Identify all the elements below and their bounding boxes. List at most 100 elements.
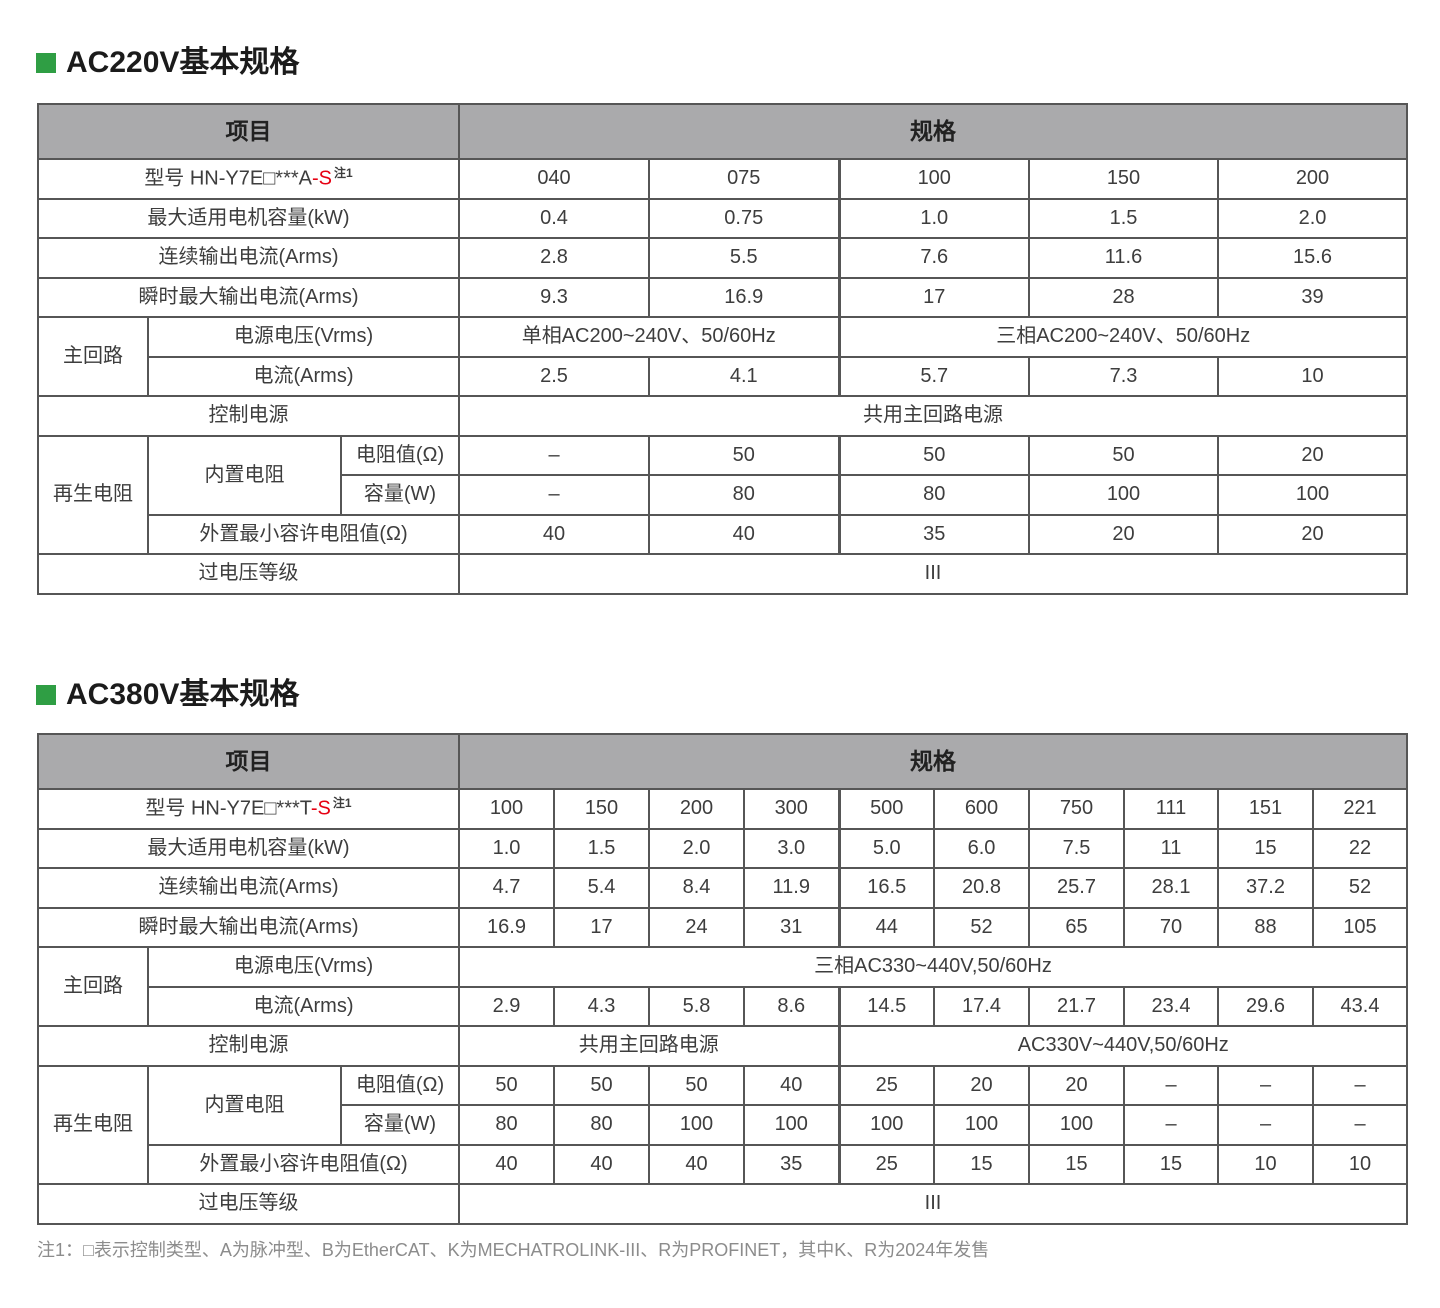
value-cell: 16.9	[458, 906, 555, 948]
value-cell: 40	[553, 1143, 650, 1185]
value-cell: 35	[837, 513, 1030, 555]
table-row: 电流(Arms) 2.5 4.1 5.7 7.3 10	[38, 355, 1408, 397]
table-row: 连续输出电流(Arms) 2.8 5.5 7.6 11.6 15.6	[37, 237, 1408, 279]
table-row: 瞬时最大输出电流(Arms) 16.9 17 24 31 44 52 65 70 88 105	[37, 906, 1408, 948]
value-cell: 750	[1028, 788, 1125, 830]
value-cell: 11.9	[743, 867, 840, 909]
table-row: 最大适用电机容量(kW) 1.0 1.5 2.0 3.0 5.0 6.0 7.5 11 15 22	[37, 827, 1408, 869]
value-cell: 65	[1028, 906, 1125, 948]
value-cell: 5.7	[837, 355, 1030, 397]
value-cell: 21.7	[1028, 985, 1125, 1027]
value-cell: 5.0	[837, 827, 935, 869]
row-label-cell: 电源电压(Vrms)	[147, 316, 460, 358]
column-header-item: 项目	[37, 103, 460, 160]
value-cell: 17.4	[933, 985, 1030, 1027]
value-cell: 17	[553, 906, 650, 948]
value-cell: 50	[458, 1064, 555, 1106]
row-label-cell: 过电压等级	[37, 1183, 460, 1225]
table-row: 控制电源 共用主回路电源	[37, 395, 1408, 437]
value-cell: 共用主回路电源	[458, 1025, 840, 1067]
row-label-cell: 瞬时最大输出电流(Arms)	[37, 276, 460, 318]
value-cell: 10	[1217, 1143, 1314, 1185]
value-cell: 20	[933, 1064, 1030, 1106]
row-label-cell: 电流(Arms)	[147, 355, 460, 397]
row-label-cell: 瞬时最大输出电流(Arms)	[37, 906, 460, 948]
value-cell: 0.75	[648, 197, 840, 239]
value-cell: 100	[1028, 474, 1219, 516]
section-title-text: AC220V基本规格	[66, 46, 300, 79]
value-cell: 4.3	[553, 985, 650, 1027]
value-cell: 2.9	[458, 985, 555, 1027]
value-cell: 50	[648, 1064, 745, 1106]
value-cell: 7.6	[837, 237, 1030, 279]
value-cell: 5.4	[553, 867, 650, 909]
row-label-cell: 容量(W)	[340, 474, 460, 516]
value-cell: 80	[458, 1104, 555, 1146]
table-row: 再生电阻 内置电阻 电阻值(Ω) 50 50 50 40 25 20 20– – –	[37, 1064, 1408, 1185]
value-cell: 5.5	[648, 237, 840, 279]
value-cell: 15	[1217, 827, 1314, 869]
value-cell: –	[1123, 1064, 1219, 1106]
value-cell: 88	[1217, 906, 1314, 948]
row-label-cell: 内置电阻	[147, 434, 342, 516]
value-cell: 20	[1028, 513, 1219, 555]
value-cell: 8.6	[743, 985, 840, 1027]
value-cell: 300	[743, 788, 840, 830]
model-prefix: 型号 HN-Y7E□***T	[145, 797, 311, 820]
value-cell: 三相AC330~440V,50/60Hz	[458, 946, 1408, 988]
table-row: 过电压等级 III	[37, 1183, 1408, 1225]
value-cell: 20	[1217, 513, 1408, 555]
value-cell: 50	[837, 434, 1030, 476]
table-row: 主回路 电源电压(Vrms) 三相AC330~440V,50/60Hz	[37, 946, 1408, 1027]
row-label-cell: 再生电阻	[37, 434, 149, 555]
value-cell: –	[458, 434, 650, 476]
value-cell: 100	[933, 1104, 1030, 1146]
table-row: 主回路 电源电压(Vrms) 单相AC200~240V、50/60Hz 三相AC200…	[37, 316, 1408, 397]
value-cell: 6.0	[933, 827, 1030, 869]
value-cell: 100	[743, 1104, 840, 1146]
value-cell: 80	[837, 474, 1030, 516]
value-cell: 28.1	[1123, 867, 1219, 909]
value-cell: 50	[648, 434, 840, 476]
value-cell: 600	[933, 788, 1030, 830]
value-cell: 1.0	[837, 197, 1030, 239]
value-cell: AC330V~440V,50/60Hz	[837, 1025, 1408, 1067]
row-label-cell: 连续输出电流(Arms)	[37, 237, 460, 279]
value-cell: 151	[1217, 788, 1314, 830]
value-cell: 40	[458, 513, 650, 555]
value-cell: 075	[648, 158, 840, 200]
value-cell: 31	[743, 906, 840, 948]
model-row-label: 型号 HN-Y7E□***T-S 注1	[37, 788, 460, 830]
value-cell: 2.5	[458, 355, 650, 397]
value-cell: 43.4	[1312, 985, 1408, 1027]
table-row: 再生电阻 内置电阻 电阻值(Ω) –50 50 50 20	[37, 434, 1408, 555]
row-label-cell: 最大适用电机容量(kW)	[37, 827, 460, 869]
value-cell: 10	[1312, 1143, 1408, 1185]
model-suffix-red: -S	[310, 797, 331, 820]
row-label-cell: 最大适用电机容量(kW)	[37, 197, 460, 239]
table-row: 项目 规格	[37, 733, 1408, 790]
value-cell: –	[458, 474, 650, 516]
value-cell: 3.0	[743, 827, 840, 869]
value-cell: 2.0	[648, 827, 745, 869]
value-cell: 4.7	[458, 867, 555, 909]
value-cell: 50	[1028, 434, 1219, 476]
value-cell: 40	[648, 513, 840, 555]
value-cell: 100	[1217, 474, 1408, 516]
row-label-cell: 主回路	[37, 316, 149, 397]
value-cell: 15	[1123, 1143, 1219, 1185]
value-cell: 70	[1123, 906, 1219, 948]
green-square-bullet-icon	[36, 53, 56, 73]
value-cell: 40	[648, 1143, 745, 1185]
row-label-cell: 再生电阻	[37, 1064, 149, 1185]
value-cell: 5.8	[648, 985, 745, 1027]
row-label-cell: 控制电源	[37, 1025, 460, 1067]
ac220v-spec-table: 项目 规格 型号 HN-Y7E□***A-S 注1 040 075 100 150 200 最大适…	[37, 103, 1408, 595]
value-cell: 共用主回路电源	[458, 395, 1408, 437]
value-cell: 15.6	[1217, 237, 1408, 279]
value-cell: 三相AC200~240V、50/60Hz	[837, 316, 1408, 358]
value-cell: 1.5	[1028, 197, 1219, 239]
value-cell: 4.1	[648, 355, 840, 397]
value-cell: 20	[1028, 1064, 1125, 1106]
